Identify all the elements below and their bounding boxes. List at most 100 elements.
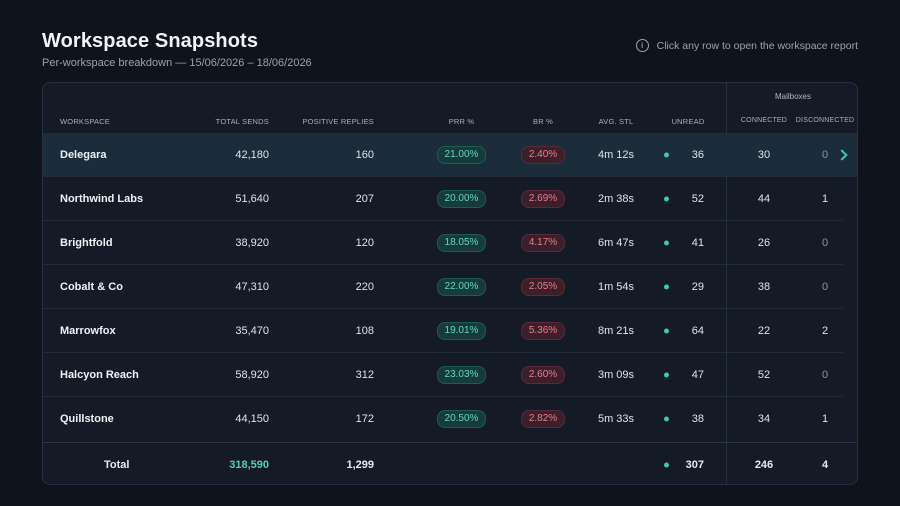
- total-label: Total: [104, 459, 130, 471]
- connected-count: 38: [757, 281, 771, 293]
- prr-cell: 20.50%: [435, 410, 488, 428]
- prr-cell: 20.00%: [435, 190, 488, 208]
- hint-text: Click any row to open the workspace repo…: [656, 39, 858, 52]
- unread-count: 64: [691, 325, 704, 337]
- total-replies: 1,299: [346, 459, 374, 471]
- positive-replies: 207: [355, 193, 374, 205]
- disconnected-count: 0: [821, 281, 829, 293]
- avg-stl: 3m 09s: [597, 369, 635, 381]
- unread-dot-icon: [664, 416, 669, 422]
- prr-badge: 22.00%: [436, 278, 487, 296]
- total-sends: 44,150: [235, 413, 269, 425]
- table-row[interactable]: Delegara 42,180 160 21.00% 2.40% 4m 12s 36 30 0: [43, 133, 857, 177]
- table-row[interactable]: Cobalt & Co 47,310 220 22.00% 2.05% 1m 54s 29 3…: [43, 265, 857, 309]
- unread-dot-icon: [664, 284, 669, 290]
- col-total-sends[interactable]: TOTAL SENDS: [215, 117, 269, 126]
- table-row[interactable]: Brightfold 38,920 120 18.05% 4.17% 6m 47s 41 26…: [43, 221, 857, 265]
- unread-count: 47: [691, 369, 704, 381]
- prr-cell: 19.01%: [435, 322, 488, 340]
- total-sends: 35,470: [235, 325, 269, 337]
- disconnected-count: 0: [821, 149, 829, 161]
- table-header: WORKSPACE TOTAL SENDS POSITIVE REPLIES P…: [43, 111, 857, 133]
- total-sends: 318,590: [229, 459, 269, 471]
- positive-replies: 120: [355, 237, 374, 249]
- prr-badge: 20.50%: [436, 410, 487, 428]
- br-cell: 2.40%: [518, 146, 568, 164]
- prr-cell: 23.03%: [435, 366, 488, 384]
- workspace-name: Cobalt & Co: [60, 281, 123, 293]
- col-connected[interactable]: CONNECTED: [740, 117, 788, 124]
- workspace-name: Halcyon Reach: [60, 369, 139, 381]
- col-unread[interactable]: UNREAD: [671, 117, 705, 126]
- col-workspace[interactable]: WORKSPACE: [60, 117, 111, 126]
- col-br[interactable]: BR %: [533, 117, 553, 126]
- table-row[interactable]: Northwind Labs 51,640 207 20.00% 2.69% 2m 38s…: [43, 177, 857, 221]
- avg-stl: 4m 12s: [597, 149, 635, 161]
- col-avg-stl[interactable]: AVG. STL: [598, 117, 634, 126]
- mailboxes-group-label: Mailboxes: [774, 92, 811, 101]
- positive-replies: 312: [355, 369, 374, 381]
- br-badge: 4.17%: [520, 234, 566, 252]
- page-subtitle: Per-workspace breakdown — 15/06/2026 – 1…: [42, 57, 312, 69]
- unread-count: 36: [691, 149, 704, 161]
- workspace-name: Quillstone: [60, 413, 114, 425]
- connected-count: 52: [757, 369, 771, 381]
- workspace-name: Delegara: [60, 149, 107, 161]
- unread-count: 38: [691, 413, 704, 425]
- br-cell: 2.82%: [518, 410, 568, 428]
- total-connected: 246: [754, 459, 774, 471]
- col-disconnected[interactable]: DISCONNECTED: [795, 117, 855, 124]
- br-cell: 2.05%: [518, 278, 568, 296]
- disconnected-count: 1: [821, 193, 829, 205]
- total-sends: 47,310: [235, 281, 269, 293]
- br-badge: 2.05%: [520, 278, 566, 296]
- connected-count: 26: [757, 237, 771, 249]
- disconnected-count: 2: [821, 325, 829, 337]
- workspace-name: Brightfold: [60, 237, 113, 249]
- prr-badge: 18.05%: [436, 234, 487, 252]
- total-sends: 51,640: [235, 193, 269, 205]
- avg-stl: 5m 33s: [597, 413, 635, 425]
- prr-badge: 23.03%: [436, 366, 487, 384]
- unread-dot-icon: [664, 372, 669, 378]
- unread-dot-icon: [664, 328, 669, 334]
- prr-badge: 21.00%: [436, 146, 487, 164]
- avg-stl: 6m 47s: [597, 237, 635, 249]
- col-prr[interactable]: PRR %: [448, 117, 475, 126]
- hint: i Click any row to open the workspace re…: [635, 39, 858, 52]
- connected-count: 44: [757, 193, 771, 205]
- unread-dot-icon: [664, 240, 669, 246]
- unread-dot-icon: [664, 152, 669, 158]
- br-badge: 2.69%: [520, 190, 566, 208]
- br-badge: 2.60%: [520, 366, 566, 384]
- unread-dot-icon: [664, 462, 669, 468]
- avg-stl: 2m 38s: [597, 193, 635, 205]
- br-badge: 5.36%: [520, 322, 566, 340]
- workspace-name: Northwind Labs: [60, 193, 144, 205]
- totals-row: Total 318,590 1,299 307 246 4: [43, 442, 857, 484]
- avg-stl: 1m 54s: [597, 281, 635, 293]
- connected-count: 30: [757, 149, 771, 161]
- total-unread: 307: [685, 459, 704, 471]
- table-row[interactable]: Halcyon Reach 58,920 312 23.03% 2.60% 3m 09s 4…: [43, 353, 857, 397]
- br-cell: 4.17%: [518, 234, 568, 252]
- total-sends: 38,920: [235, 237, 269, 249]
- info-icon: i: [635, 39, 649, 52]
- prr-badge: 20.00%: [436, 190, 487, 208]
- connected-count: 22: [757, 325, 771, 337]
- br-badge: 2.40%: [520, 146, 566, 164]
- mailboxes-divider: [726, 83, 727, 484]
- workspace-table: Mailboxes WORKSPACE TOTAL SENDS POSITIVE…: [42, 82, 858, 485]
- positive-replies: 172: [355, 413, 374, 425]
- table-row[interactable]: Marrowfox 35,470 108 19.01% 5.36% 8m 21s 64 22 2: [43, 309, 857, 353]
- col-positive-replies[interactable]: POSITIVE REPLIES: [302, 117, 374, 126]
- positive-replies: 220: [355, 281, 374, 293]
- table-row[interactable]: Quillstone 44,150 172 20.50% 2.82% 5m 33s 38 34…: [43, 397, 857, 441]
- positive-replies: 108: [355, 325, 374, 337]
- disconnected-count: 0: [821, 237, 829, 249]
- total-disconnected: 4: [821, 459, 829, 471]
- workspace-name: Marrowfox: [60, 325, 116, 337]
- prr-cell: 18.05%: [435, 234, 488, 252]
- disconnected-count: 1: [821, 413, 829, 425]
- total-sends: 58,920: [235, 369, 269, 381]
